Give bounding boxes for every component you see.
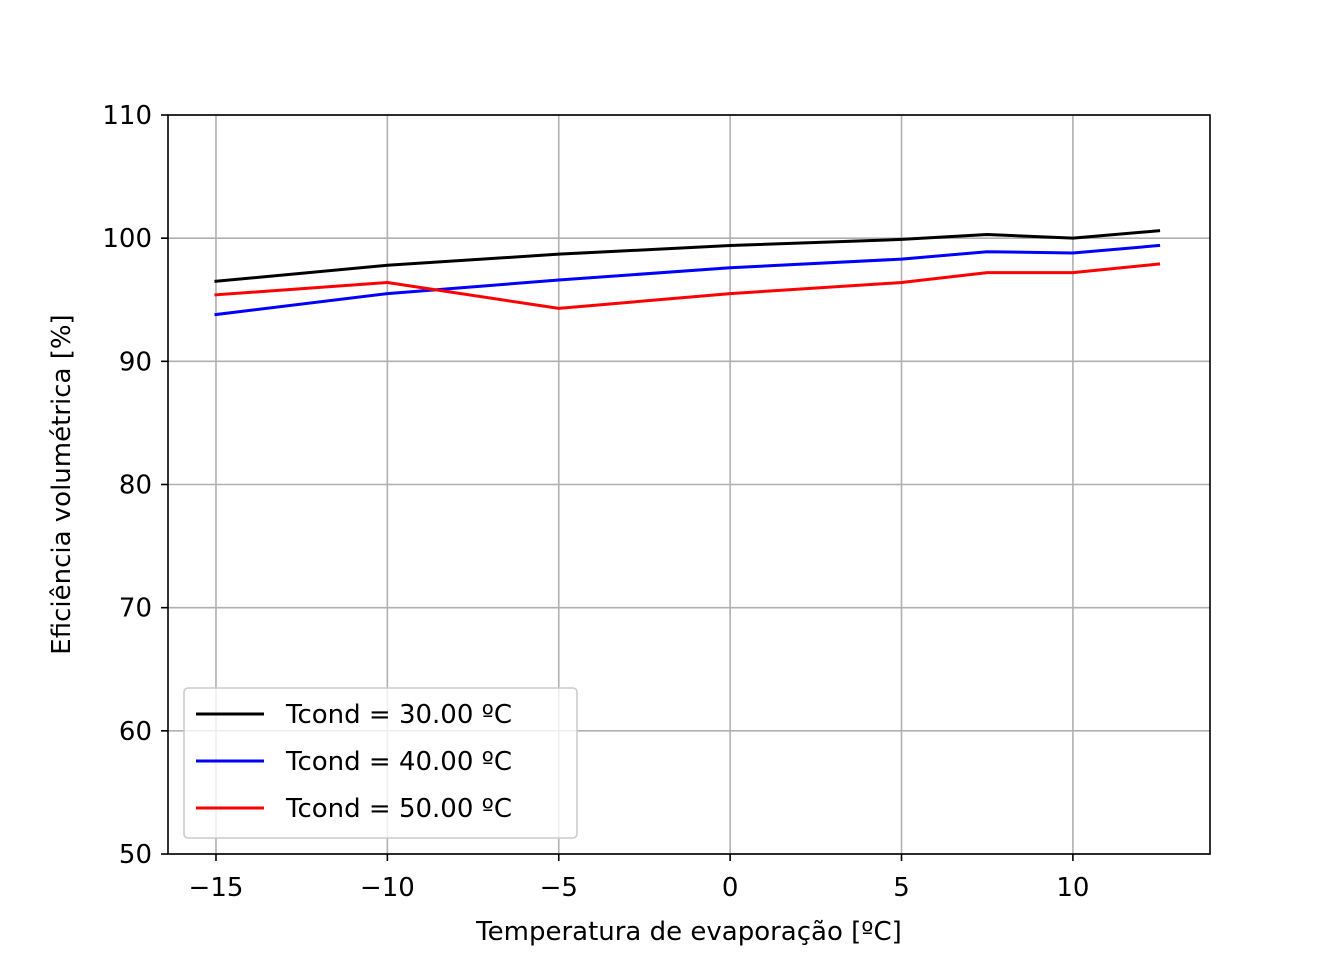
x-tick-label: 0: [722, 873, 739, 903]
series-line-2: [214, 243, 1161, 317]
legend-box: [183, 687, 578, 839]
x-tick-label: 5: [893, 873, 910, 903]
y-axis-title: Eficiência volumétrica [%]: [47, 314, 77, 654]
y-tick-label: 110: [102, 101, 152, 131]
y-tick-label: 90: [119, 347, 152, 377]
x-axis-title: Temperatura de evaporação [ºC]: [475, 917, 902, 947]
y-tick-label: 100: [102, 224, 152, 254]
x-tick-label: −10: [360, 873, 415, 903]
y-ticks: 50 60 70 80 90 100 110: [102, 101, 168, 870]
legend-label-2: Tcond = 40.00 ºC: [285, 747, 512, 777]
y-tick-label: 70: [119, 594, 152, 624]
x-tick-label: −15: [189, 873, 244, 903]
y-tick-label: 60: [119, 717, 152, 747]
x-tick-label: 10: [1056, 873, 1089, 903]
series-line-3: [214, 262, 1161, 310]
y-tick-label: 50: [119, 840, 152, 870]
y-tick-label: 80: [119, 471, 152, 501]
x-tick-label: −5: [540, 873, 578, 903]
x-ticks: −15 −10 −5 0 5 10: [189, 854, 1089, 903]
series-layer: [214, 229, 1161, 317]
legend: Tcond = 30.00 ºC Tcond = 40.00 ºC Tcond = …: [183, 687, 578, 839]
legend-label-3: Tcond = 50.00 ºC: [285, 794, 512, 824]
series-line-1: [214, 229, 1161, 283]
legend-label-1: Tcond = 30.00 ºC: [285, 700, 512, 730]
